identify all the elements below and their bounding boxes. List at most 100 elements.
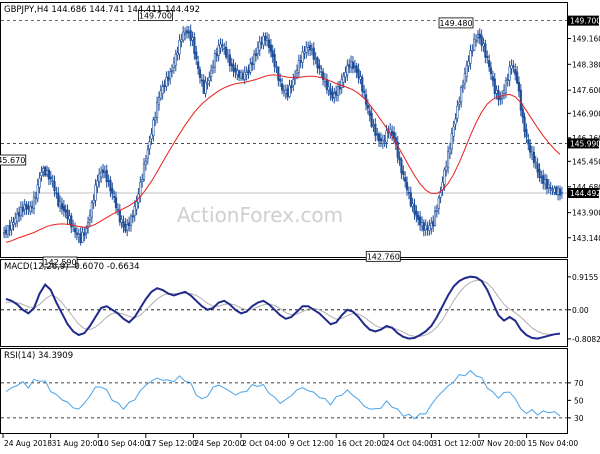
candle-body xyxy=(81,232,84,243)
candle-body xyxy=(417,215,420,221)
candle-body xyxy=(266,37,269,41)
candle-body xyxy=(474,39,478,42)
macd-ytick-label: -0.8082 xyxy=(572,335,600,344)
candle-body xyxy=(357,69,360,78)
candle-body xyxy=(534,161,537,164)
candle-body xyxy=(544,179,547,185)
watermark: ActionForex.com xyxy=(177,203,343,227)
candle-body xyxy=(484,43,487,58)
candle-body xyxy=(517,82,521,92)
candle-body xyxy=(273,53,276,67)
candle-body xyxy=(101,169,105,173)
candle-body xyxy=(260,42,263,44)
candle-body xyxy=(331,91,334,99)
price-ytick-label: 147.600 xyxy=(572,86,600,95)
candle-body xyxy=(510,65,513,69)
candle-body xyxy=(428,225,431,231)
candle-body xyxy=(344,72,347,78)
candle-body xyxy=(480,35,483,46)
candle-body xyxy=(536,163,539,173)
candle-body xyxy=(400,159,403,174)
candle-body xyxy=(131,215,134,218)
candle-body xyxy=(36,184,39,199)
candle-body xyxy=(506,79,509,82)
candle-body xyxy=(45,170,49,175)
candle-body xyxy=(124,223,127,232)
price-ytick-label: 145.450 xyxy=(572,157,600,166)
price-ytick-label: 148.380 xyxy=(572,60,600,69)
candle-body xyxy=(129,215,133,227)
candle-body xyxy=(2,232,6,235)
candle-body xyxy=(21,206,24,212)
candle-body xyxy=(236,70,239,75)
candle-body xyxy=(391,131,394,136)
candle-body xyxy=(14,218,17,224)
candle-body xyxy=(107,180,110,182)
price-annotation-box xyxy=(138,10,173,22)
candle-body xyxy=(338,86,341,90)
candle-body xyxy=(420,222,424,227)
candle-body xyxy=(292,79,295,86)
candle-body xyxy=(262,35,265,46)
candle-body xyxy=(264,35,267,41)
candle-body xyxy=(232,64,235,72)
candle-body xyxy=(25,203,28,210)
candle-body xyxy=(525,129,528,138)
candle-body xyxy=(493,78,496,94)
price-right-label: 145.990 xyxy=(570,139,600,148)
candle-body xyxy=(321,71,325,80)
price-right-label-box xyxy=(568,15,599,26)
price-annotation-box xyxy=(365,250,401,262)
candle-body xyxy=(34,197,37,200)
price-right-label: 149.700 xyxy=(570,17,600,26)
candle-body xyxy=(75,232,78,235)
candle-body xyxy=(549,187,552,190)
candle-body xyxy=(461,85,465,88)
candle-body xyxy=(85,228,88,234)
price-ytick-label: 143.140 xyxy=(572,234,600,243)
price-ytick-label: 146.160 xyxy=(572,134,600,143)
candle-body xyxy=(267,39,271,49)
candle-body xyxy=(523,116,526,133)
macd-panel-title: MACD(12,26,9) -0.6070 -0.6634 xyxy=(4,262,140,272)
candle-body xyxy=(454,118,457,125)
candle-body xyxy=(17,212,21,217)
candle-body xyxy=(254,53,258,57)
candle-body xyxy=(473,38,476,51)
candle-body xyxy=(335,91,338,96)
candle-body xyxy=(467,60,470,67)
candle-body xyxy=(247,69,250,74)
candle-body xyxy=(497,90,500,101)
candle-body xyxy=(482,43,485,47)
candle-body xyxy=(419,216,422,226)
candle-body xyxy=(374,123,377,136)
candle-body xyxy=(157,97,161,106)
candle-body xyxy=(167,76,170,81)
candle-body xyxy=(336,86,340,96)
rsi-ytick-label: 30 xyxy=(574,414,584,423)
candle-body xyxy=(161,86,164,94)
candle-body xyxy=(346,65,349,76)
candle-body xyxy=(488,60,491,68)
price-annotation: 142.760 xyxy=(367,252,400,261)
price-ytick-label: 143.900 xyxy=(572,209,600,218)
candle-body xyxy=(10,221,13,230)
price-annotation: 149.480 xyxy=(439,19,472,28)
candle-body xyxy=(458,102,461,105)
candle-body xyxy=(122,221,125,228)
candle-body xyxy=(439,192,442,198)
candle-body xyxy=(529,144,532,153)
price-ytick-label: 144.680 xyxy=(572,183,600,192)
candle-body xyxy=(308,45,312,51)
candle-body xyxy=(379,138,383,142)
candle-body xyxy=(234,67,237,73)
candle-body xyxy=(422,222,425,231)
candle-body xyxy=(57,192,60,207)
candle-body xyxy=(200,79,203,82)
candle-body xyxy=(295,70,299,74)
candle-body xyxy=(154,117,157,121)
candle-body xyxy=(58,201,62,207)
candle-body xyxy=(355,65,358,73)
candle-body xyxy=(150,133,153,140)
candle-body xyxy=(241,73,245,80)
